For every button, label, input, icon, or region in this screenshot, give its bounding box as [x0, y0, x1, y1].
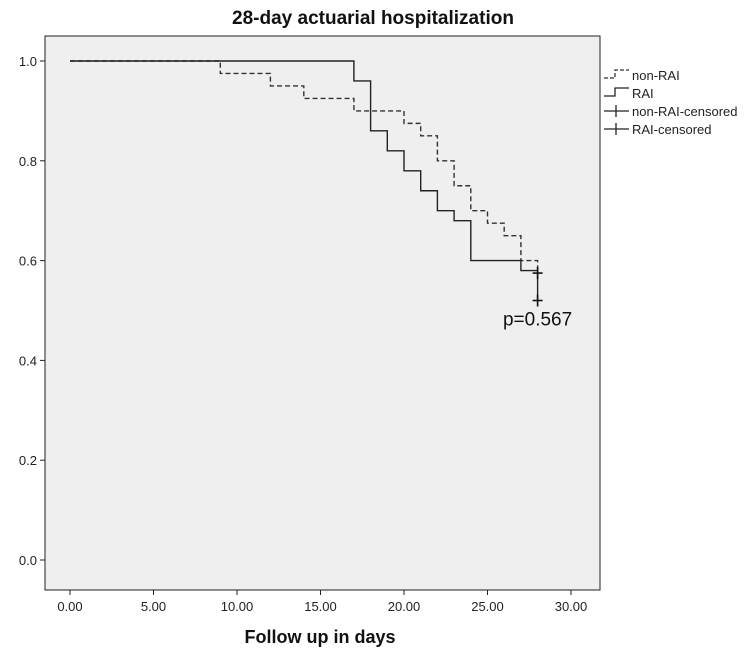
legend-swatch	[604, 87, 629, 97]
legend-item: non-RAI-censored	[604, 104, 738, 119]
legend-item: non-RAI	[604, 68, 680, 83]
plot-area	[44, 35, 601, 591]
rai-censored-marker	[532, 294, 543, 307]
series-layer	[70, 60, 539, 301]
legend-swatch-plus	[604, 105, 629, 117]
series-rai-line	[70, 60, 539, 301]
x-axis: 0.00 5.00 10.00 15.00 20.00 25.00 30.00	[57, 590, 587, 614]
y-tick-label: 0.2	[19, 453, 37, 468]
x-tick-label: 10.00	[221, 599, 254, 614]
y-tick-label: 1.0	[19, 54, 37, 69]
x-axis-title: Follow up in days	[244, 627, 395, 647]
legend-swatch-plus	[604, 123, 629, 135]
y-tick-label: 0.0	[19, 553, 37, 568]
legend-swatch	[604, 69, 629, 79]
legend-item: RAI-censored	[604, 122, 711, 137]
x-tick-label: 25.00	[471, 599, 504, 614]
legend-label: non-RAI	[632, 68, 680, 83]
x-tick-label: 30.00	[555, 599, 588, 614]
x-tick-label: 0.00	[57, 599, 82, 614]
y-tick-label: 0.4	[19, 353, 37, 368]
non-rai-censored-marker	[532, 267, 543, 280]
legend-item: RAI	[604, 86, 654, 101]
x-tick-label: 20.00	[388, 599, 421, 614]
x-tick-label: 15.00	[304, 599, 337, 614]
x-tick-label: 5.00	[141, 599, 166, 614]
legend: non-RAI RAI non-RAI-censored RAI-censored	[604, 68, 738, 137]
y-tick-label: 0.8	[19, 154, 37, 169]
p-value-annotation: p=0.567	[503, 309, 572, 330]
y-axis: 0.0 0.2 0.4 0.6 0.8 1.0	[19, 54, 45, 568]
series-non-rai-line	[70, 60, 539, 274]
legend-label: non-RAI-censored	[632, 104, 738, 119]
legend-label: RAI	[632, 86, 654, 101]
chart-title: 28-day actuarial hospitalization	[232, 8, 514, 29]
censor-markers	[532, 267, 543, 307]
legend-label: RAI-censored	[632, 122, 711, 137]
y-tick-label: 0.6	[19, 254, 37, 269]
